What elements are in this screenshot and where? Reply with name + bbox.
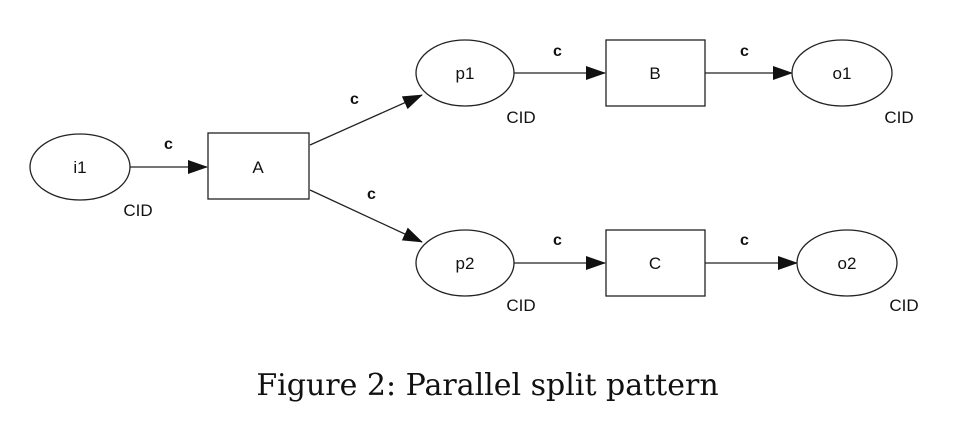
place-o2-label: o2 xyxy=(838,254,857,273)
arc-label-A-p1: c xyxy=(350,91,359,108)
transition-A-label: A xyxy=(252,158,264,177)
transition-B: B xyxy=(605,39,706,107)
transition-C: C xyxy=(605,229,706,297)
place-i1-label: i1 xyxy=(73,158,86,177)
arc-label-B-o1: c xyxy=(740,43,749,60)
place-p2: p2 CID xyxy=(415,229,536,315)
arc-label-p1-B: c xyxy=(553,43,562,60)
arc-A-p1 xyxy=(309,94,423,146)
place-o1-label: o1 xyxy=(833,64,852,83)
place-o1-type: CID xyxy=(884,108,913,127)
transition-A: A xyxy=(207,132,310,200)
arc-label-i1-A: c xyxy=(164,136,173,153)
arc-label-p2-C: c xyxy=(553,232,562,249)
figure-caption: Figure 2: Parallel split pattern xyxy=(256,368,719,403)
petri-net-diagram: c c c c c c c i1 CID p1 CID p2 CID o1 CI… xyxy=(29,39,919,315)
place-p1: p1 CID xyxy=(415,39,536,127)
arc-label-C-o2: c xyxy=(740,232,749,249)
place-p2-type: CID xyxy=(506,296,535,315)
place-p1-type: CID xyxy=(506,108,535,127)
place-p2-label: p2 xyxy=(456,254,475,273)
arc-A-p2 xyxy=(309,189,423,243)
place-o2-type: CID xyxy=(889,296,918,315)
transition-B-label: B xyxy=(649,64,660,83)
place-p1-label: p1 xyxy=(456,64,475,83)
arc-label-A-p2: c xyxy=(367,186,376,203)
place-i1-type: CID xyxy=(123,201,152,220)
place-o1: o1 CID xyxy=(791,39,914,127)
transition-C-label: C xyxy=(649,254,661,273)
place-i1: i1 CID xyxy=(29,133,153,220)
place-o2: o2 CID xyxy=(796,229,919,315)
